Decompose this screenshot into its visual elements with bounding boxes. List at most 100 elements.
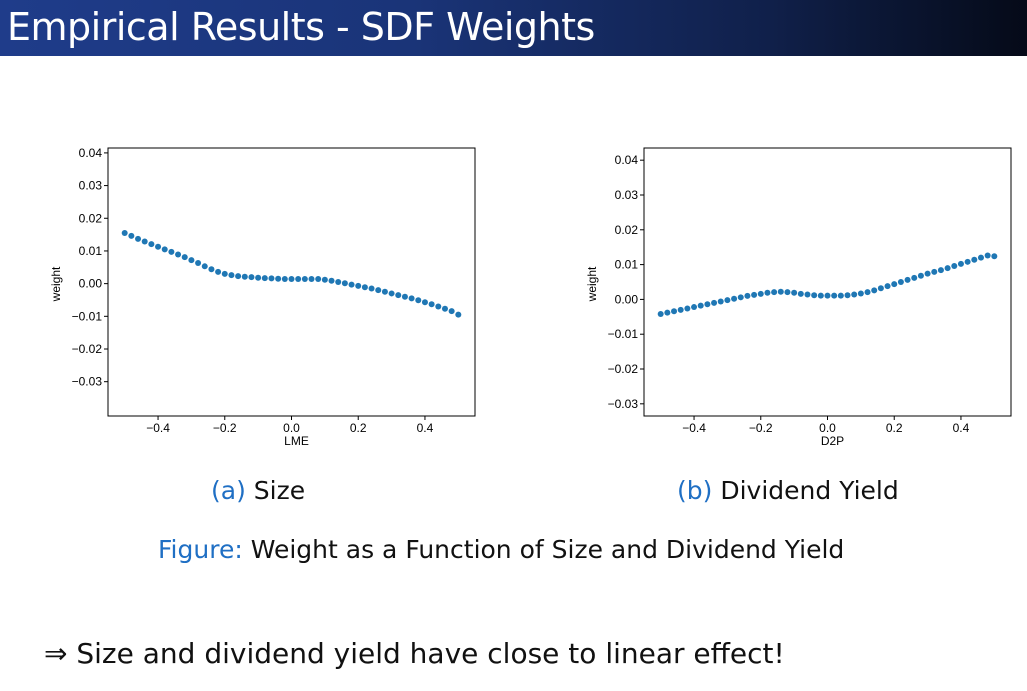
subfigure-tag-b: (b) [677,476,713,505]
data-point [201,263,208,270]
data-point [188,257,195,264]
data-point [235,273,242,280]
data-point [804,291,811,298]
subfigure-caption-b: (b) Dividend Yield [677,476,899,505]
data-point [704,301,711,308]
data-point [851,291,858,298]
data-point [288,276,295,283]
data-point [428,301,435,308]
data-point [221,270,228,277]
data-point [155,243,162,250]
data-point [361,284,368,291]
y-tick-label: 0.01 [79,244,103,258]
data-point [684,305,691,312]
data-point [128,232,135,239]
data-point [877,285,884,292]
data-point [917,272,924,279]
data-point [261,275,268,282]
data-point [857,290,864,297]
data-point [697,302,704,309]
data-point [744,292,751,299]
data-point [904,276,911,283]
data-point [991,253,998,260]
subfigure-label-a: Size [253,476,306,505]
data-point [791,289,798,296]
data-point [268,275,275,282]
data-point [335,279,342,285]
data-point [135,235,142,242]
data-point [984,252,991,259]
data-point [448,308,455,315]
data-point [691,304,698,311]
y-axis-label: weight [585,266,599,302]
y-tick-label: −0.02 [72,342,103,356]
data-point [764,289,771,296]
data-point [175,251,182,258]
data-point [911,274,918,281]
data-point [737,294,744,301]
x-tick-label: 0.4 [953,421,970,435]
x-tick-label: −0.2 [749,421,773,435]
data-point [977,254,984,261]
y-tick-label: −0.03 [72,375,103,389]
data-point [368,285,375,292]
data-point [837,292,844,299]
data-point [275,275,282,282]
data-point [844,292,851,299]
data-point [375,287,382,294]
data-point [784,289,791,296]
figure-caption-text: Weight as a Function of Size and Dividen… [250,535,845,564]
data-point [811,292,818,299]
x-tick-label: 0.0 [283,421,300,435]
y-tick-label: 0.03 [615,188,639,202]
data-point [315,276,322,283]
y-tick-label: 0.03 [79,179,103,193]
y-tick-label: −0.01 [608,327,639,341]
data-point [677,306,684,313]
data-point [415,297,422,304]
data-point [295,276,302,283]
data-point [711,299,718,306]
data-point [671,308,678,315]
data-point [141,238,148,245]
data-point [308,276,315,283]
data-point [757,290,764,297]
y-tick-label: 0.00 [615,292,639,306]
data-point [395,292,402,299]
data-point [435,303,442,310]
data-point [301,276,308,283]
y-tick-label: −0.02 [608,362,639,376]
x-tick-label: −0.4 [146,421,170,435]
x-axis-label: D2P [821,434,844,448]
y-tick-label: 0.04 [79,146,103,160]
y-tick-label: 0.04 [615,153,639,167]
x-tick-label: 0.2 [350,421,367,435]
y-tick-label: −0.01 [72,309,103,323]
y-tick-label: 0.02 [615,223,639,237]
data-point [771,289,778,296]
x-tick-label: −0.4 [682,421,706,435]
data-point [195,260,202,267]
data-point [871,287,878,294]
data-point [831,292,838,299]
data-point [208,266,215,273]
x-tick-label: 0.4 [417,421,434,435]
data-point [341,280,348,287]
data-point [455,311,462,318]
conclusion-line: ⇒ Size and dividend yield have close to … [44,637,785,670]
data-point [891,281,898,288]
y-tick-label: 0.00 [79,277,103,291]
x-tick-label: 0.0 [819,421,836,435]
x-tick-label: 0.2 [886,421,903,435]
x-axis-label: LME [284,434,309,448]
figure-caption: Figure: Weight as a Function of Size and… [158,535,844,564]
data-point [421,299,428,306]
data-point [181,254,188,261]
data-point [215,268,222,275]
data-point [228,272,235,279]
data-point [161,246,168,253]
data-point [971,256,978,263]
data-point [121,229,128,236]
plot-frame [643,147,1012,417]
data-point [717,298,724,305]
